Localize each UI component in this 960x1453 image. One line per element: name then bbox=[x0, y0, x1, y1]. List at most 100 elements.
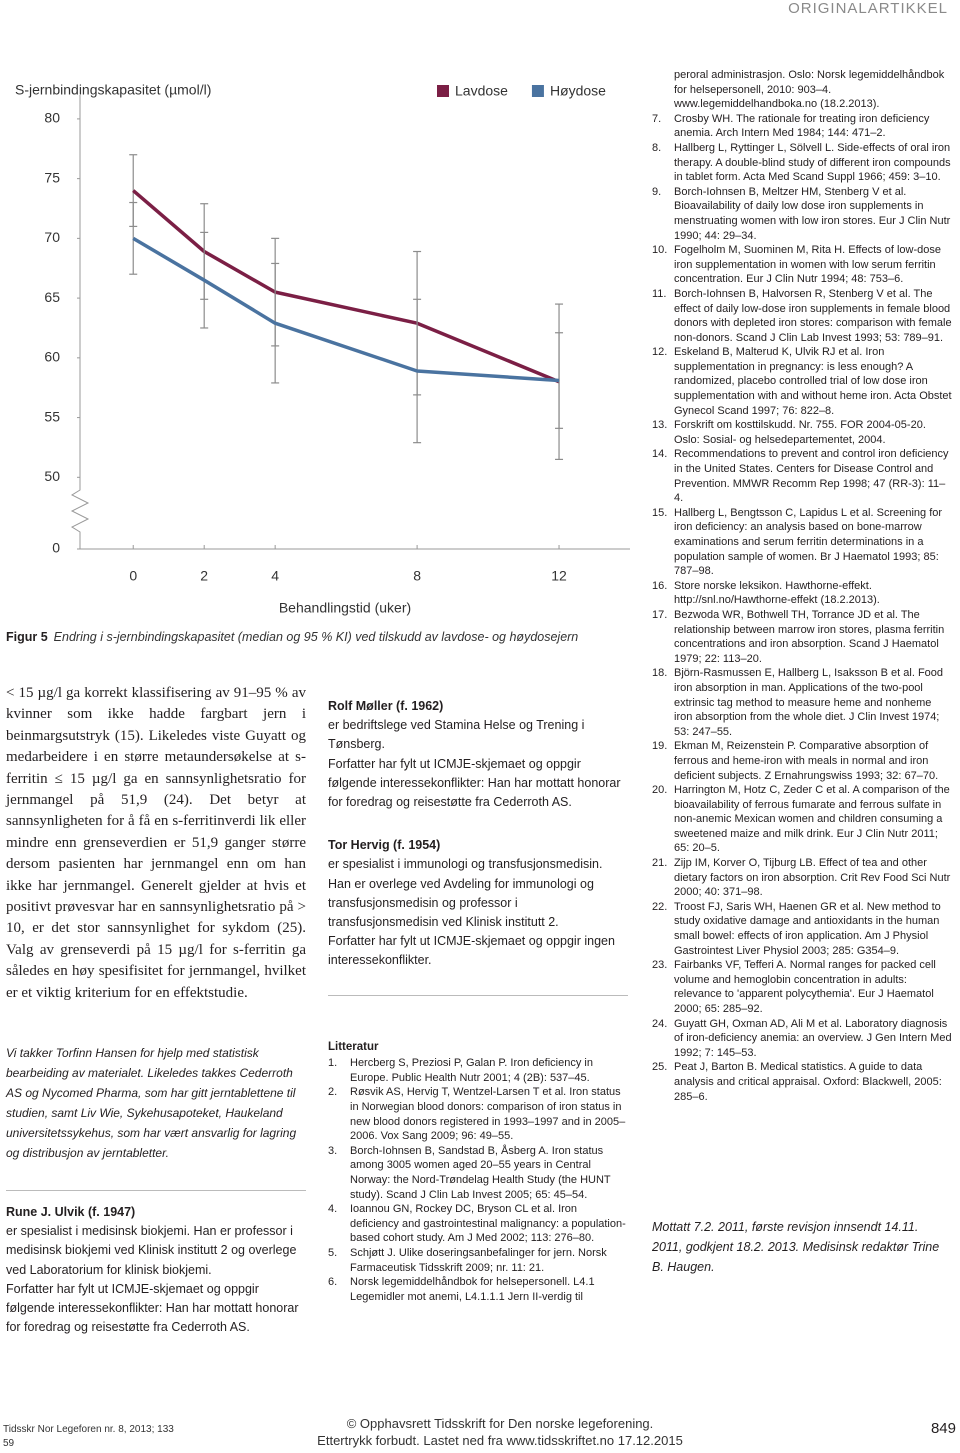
author-conflicts: Forfatter har fylt ut ICMJE-skjemaet og … bbox=[328, 934, 615, 968]
series-line bbox=[132, 236, 560, 383]
reference-number: 9. bbox=[652, 185, 662, 198]
author-bio: er spesialist i immunologi og transfusjo… bbox=[328, 857, 603, 930]
reference: 17. Bezwoda WR, Bothwell TH, Torrance JD … bbox=[652, 608, 952, 666]
x-tick-label: 8 bbox=[413, 568, 421, 584]
x-tick-label: 0 bbox=[129, 568, 137, 584]
x-tick-label: 2 bbox=[200, 568, 208, 584]
reference: 18. Björn-Rasmussen E, Hallberg L, Isakss… bbox=[652, 666, 952, 739]
figure-label: Figur 5 bbox=[6, 630, 48, 644]
download-note: Ettertrykk forbudt. Lastet ned fra www.t… bbox=[317, 1433, 683, 1448]
page-number: 849 bbox=[930, 1420, 956, 1437]
chart: S-jernbindingskapasitet (µmol/l) Behandl… bbox=[15, 82, 630, 616]
figure-caption-text: Endring i s-jernbindingskapasitet (media… bbox=[53, 630, 579, 644]
reference-number: 15. bbox=[652, 506, 668, 519]
reference: 2. Røsvik AS, Hervig T, Wentzel-Larsen T … bbox=[328, 1085, 628, 1143]
reference-number: 3. bbox=[328, 1144, 338, 1157]
literature: Litteratur 1. Hercberg S, Preziosi P, Gala… bbox=[328, 1040, 628, 1305]
author-name: Rune J. Ulvik (f. 1947) bbox=[6, 1205, 136, 1219]
reference-text: Ekman M, Reizenstein P. Comparative abso… bbox=[674, 740, 939, 782]
reference-text: Fogelholm M, Suominen M, Rita H. Effects… bbox=[674, 244, 941, 286]
separator bbox=[328, 994, 628, 996]
section-label: ORIGINALARTIKKEL bbox=[788, 0, 948, 17]
author-conflicts: Forfatter har fylt ut ICMJE-skjemaet og … bbox=[328, 756, 621, 810]
reference-text: Troost FJ, Saris WH, Haenen GR et al. Ne… bbox=[674, 900, 941, 957]
series-line bbox=[132, 189, 560, 384]
separator bbox=[6, 1190, 306, 1191]
figure-caption: Figur 5 Endring i s-jernbindingskapasitet… bbox=[6, 630, 646, 644]
reference-number: 14. bbox=[652, 448, 668, 461]
copyright: © Opphavsrett Tidsskrift for Den norske … bbox=[346, 1416, 654, 1431]
author-name: Rolf Møller (f. 1962) bbox=[328, 699, 444, 713]
y-tick-label: 65 bbox=[44, 289, 60, 305]
reference-text: Hercberg S, Preziosi P, Galan P. Iron de… bbox=[350, 1057, 593, 1084]
reference: 12. Eskeland B, Malterud K, Ulvik RJ et a… bbox=[652, 345, 952, 418]
reference-text: Peat J, Barton B. Medical statistics. A … bbox=[674, 1061, 942, 1103]
reference: 13. Forskrift om kosttilskudd. Nr. 755. F… bbox=[652, 418, 952, 447]
legend-swatch bbox=[531, 85, 544, 97]
reference: 9. Borch-Iohnsen B, Meltzer HM, Stenberg … bbox=[652, 185, 952, 243]
reference: 16. Store norske leksikon. Hawthorne-effe… bbox=[652, 579, 952, 608]
y-axis-label: S-jernbindingskapasitet (µmol/l) bbox=[15, 82, 211, 98]
reference-number: 2. bbox=[328, 1086, 338, 1099]
legend-label: Høydose bbox=[550, 83, 606, 99]
citation: Tidsskr Nor Legeforen nr. 8, 2013; 133 bbox=[3, 1424, 174, 1435]
y-tick-label: 60 bbox=[44, 349, 60, 365]
reference-text: Røsvik AS, Hervig T, Wentzel-Larsen T et… bbox=[350, 1086, 626, 1143]
reference-text: Schjøtt J. Ulike doseringsanbefalinger f… bbox=[350, 1246, 607, 1274]
reference-text: Store norske leksikon. Hawthorne-effekt.… bbox=[674, 579, 880, 607]
reference-number: 4. bbox=[328, 1203, 338, 1216]
reference: 23. Fairbanks VF, Tefferi A. Normal range… bbox=[652, 958, 952, 1016]
reference-text: Ioannou GN, Rockey DC, Bryson CL et al. … bbox=[350, 1203, 626, 1245]
reference-text: Zijp IM, Korver O, Tijburg LB. Effect of… bbox=[674, 857, 951, 899]
reference-number: 8. bbox=[652, 141, 662, 154]
reference-number: 23. bbox=[652, 959, 668, 972]
reference: 25. Peat J, Barton B. Medical statistics.… bbox=[652, 1060, 952, 1104]
author-bio: er spesialist i medisinsk biokjemi. Han … bbox=[6, 1224, 297, 1277]
reference-text: Björn-Rasmussen E, Hallberg L, Isaksson … bbox=[674, 667, 944, 738]
reference-text: Hallberg L, Ryttinger L, Sölvell L. Side… bbox=[674, 141, 951, 184]
reference: 15. Hallberg L, Bengtsson C, Lapidus L et… bbox=[652, 506, 952, 579]
reference: 21. Zijp IM, Korver O, Tijburg LB. Effect… bbox=[652, 856, 952, 900]
reference-text: Fairbanks VF, Tefferi A. Normal ranges f… bbox=[674, 959, 936, 1015]
reference-continuation: peroral administrasjon. Oslo: Norsk lege… bbox=[674, 69, 945, 111]
reference: 10. Fogelholm M, Suominen M, Rita H. Effe… bbox=[652, 243, 952, 287]
x-tick-label: 4 bbox=[271, 568, 279, 584]
right-column: peroral administrasjon. Oslo: Norsk lege… bbox=[652, 68, 952, 1104]
reference-text: Recommendations to prevent and control i… bbox=[674, 448, 949, 505]
reference: 5. Schjøtt J. Ulike doseringsanbefalinger… bbox=[328, 1246, 628, 1275]
reference-number: 11. bbox=[652, 287, 667, 300]
reference-number: 13. bbox=[652, 419, 668, 432]
reference-number: 1. bbox=[328, 1057, 338, 1070]
reference: 19. Ekman M, Reizenstein P. Comparative a… bbox=[652, 739, 952, 783]
reference-number: 19. bbox=[652, 740, 668, 753]
reference-number: 25. bbox=[652, 1061, 668, 1074]
x-axis-label: Behandlingstid (uker) bbox=[279, 600, 411, 616]
received: Mottatt 7.2. 2011, første revisjon innse… bbox=[652, 1220, 940, 1274]
reference-text: Norsk legemiddelhåndbok for helsepersone… bbox=[350, 1276, 595, 1303]
copyright-block: © Opphavsrett Tidsskrift for Den norske … bbox=[300, 1415, 700, 1449]
x-tick-label: 12 bbox=[551, 568, 567, 584]
y-tick-label: 75 bbox=[44, 169, 60, 185]
literature-heading: Litteratur bbox=[328, 1040, 379, 1053]
reference: 24. Guyatt GH, Oxman AD, Ali M et al. Lab… bbox=[652, 1017, 952, 1061]
acknowledgement: Vi takker Torfinn Hansen for hjelp med s… bbox=[6, 1046, 297, 1160]
author-name: Tor Hervig (f. 1954) bbox=[328, 838, 441, 853]
author-block: Rune J. Ulvik (f. 1947) er spesialist i m… bbox=[6, 1203, 306, 1337]
reference-text: Borch-Iohnsen B, Halvorsen R, Stenberg V… bbox=[674, 287, 952, 344]
reference: 14. Recommendations to prevent and contro… bbox=[652, 447, 952, 505]
reference-number: 10. bbox=[652, 244, 668, 257]
author: Rolf Møller (f. 1962) er bedriftslege ved… bbox=[328, 697, 628, 812]
author-conflicts: Forfatter har fylt ut ICMJE-skjemaet og … bbox=[6, 1281, 299, 1335]
reference-text: Crosby WH. The rationale for treating ir… bbox=[674, 112, 930, 140]
author: Tor Hervig (f. 1954) er spesialist i immu… bbox=[328, 836, 628, 970]
reference: 1. Hercberg S, Preziosi P, Galan P. Iron … bbox=[328, 1056, 628, 1085]
reference-number: 16. bbox=[652, 579, 668, 592]
reference: 7. Crosby WH. The rationale for treating … bbox=[652, 112, 952, 141]
reference-text: Hallberg L, Bengtsson C, Lapidus L et al… bbox=[674, 506, 943, 578]
author: Rune J. Ulvik (f. 1947) er spesialist i m… bbox=[6, 1203, 306, 1337]
reference: 20. Harrington M, Hotz C, Zeder C et al. … bbox=[652, 783, 952, 856]
body-text: < 15 µg/l ga korrekt klassifisering av 9… bbox=[6, 685, 306, 1001]
reference-text: Eskeland B, Malterud K, Ulvik RJ et al. … bbox=[674, 346, 952, 417]
y-tick-label: 80 bbox=[44, 110, 60, 126]
